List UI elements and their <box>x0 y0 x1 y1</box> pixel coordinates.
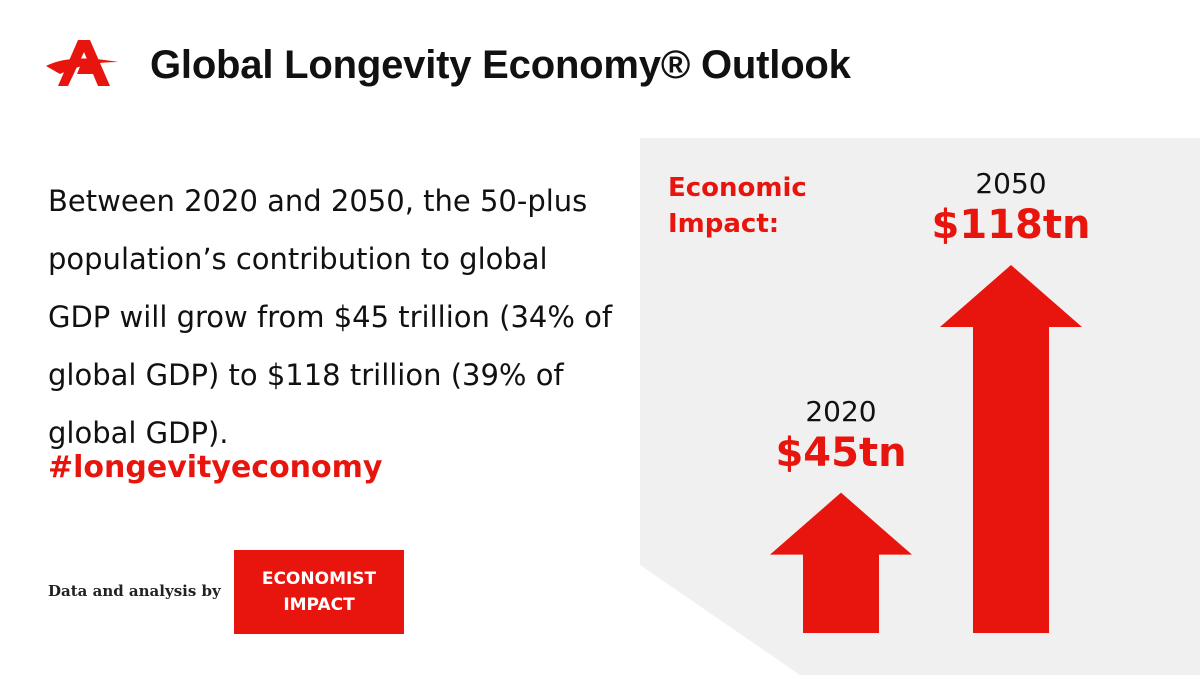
arrow-2050 <box>940 265 1082 633</box>
arrow-2020 <box>770 492 912 633</box>
aarp-logo-icon <box>46 40 118 86</box>
value-label-2050: $118tn <box>931 202 1091 248</box>
chart-title: Economic Impact: <box>668 170 838 242</box>
chart-title-line-2: Impact: <box>668 209 780 239</box>
summary-text: Between 2020 and 2050, the 50-plus popul… <box>48 184 613 450</box>
hashtag-link[interactable]: #longevityeconomy <box>48 450 383 485</box>
year-label-2050: 2050 <box>975 167 1047 200</box>
year-label-2020: 2020 <box>805 394 877 428</box>
value-label-2020: $45tn <box>775 429 907 476</box>
economist-impact-badge: ECONOMIST IMPACT <box>234 550 404 634</box>
badge-line-2: IMPACT <box>283 595 355 615</box>
chart-title-line-1: Economic <box>668 173 807 203</box>
credit-text: Data and analysis by <box>48 582 221 600</box>
page-title: Global Longevity Economy® Outlook <box>150 43 851 87</box>
badge-line-1: ECONOMIST <box>261 569 377 589</box>
